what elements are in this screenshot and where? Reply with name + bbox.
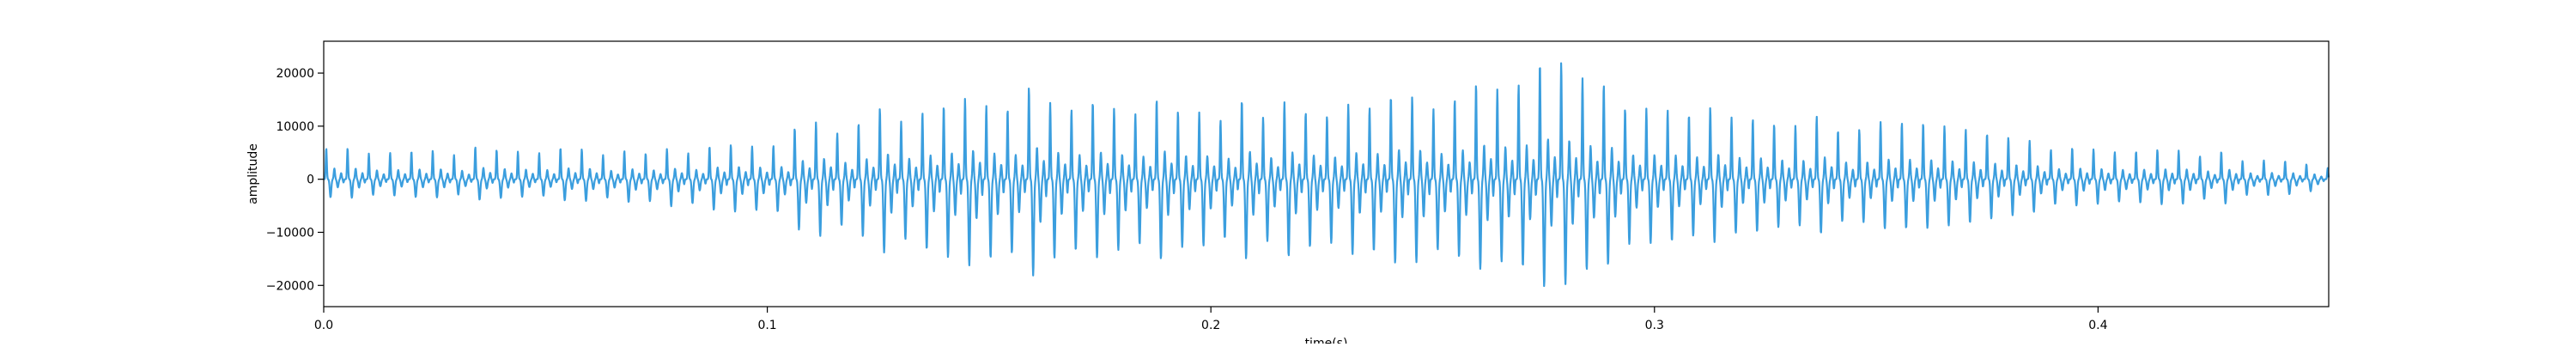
x-tick-label: 0.4 <box>2088 319 2107 332</box>
x-tick-label: 0.2 <box>1201 319 1220 332</box>
x-tick-label: 0.1 <box>757 319 776 332</box>
y-axis-label: amplitude <box>246 143 260 204</box>
y-tick-label: 10000 <box>276 120 314 134</box>
axes-layer: 0.0 0.1 0.2 0.3 0.4 20000 10000 0 −10000 −20000 <box>266 40 2330 332</box>
y-tick-label: −20000 <box>266 279 314 293</box>
y-tick-label: −10000 <box>266 226 314 240</box>
y-tick-label: 0 <box>307 174 314 187</box>
plot-layer <box>323 62 2330 288</box>
waveform-series-line <box>323 62 2330 288</box>
x-axis-label: time(s) <box>1305 337 1348 344</box>
x-tick-label: 0.3 <box>1645 319 1664 332</box>
y-tick-label: 20000 <box>276 67 314 81</box>
x-tick-label: 0.0 <box>314 319 333 332</box>
plot-frame <box>323 40 2330 307</box>
